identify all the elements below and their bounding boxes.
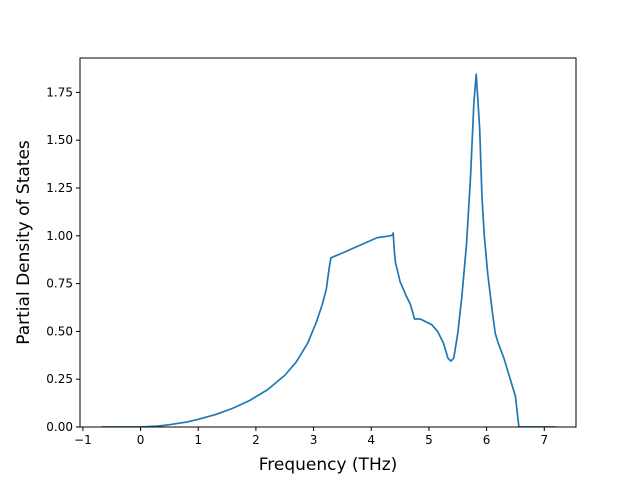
series-layer (101, 73, 556, 427)
x-tick-label: 4 (367, 433, 375, 447)
y-tick-label: 0.75 (46, 277, 73, 291)
x-tick-label: 3 (310, 433, 318, 447)
plot-area-frame (79, 57, 577, 428)
y-axis-ticks: 0.00 0.25 0.50 0.75 1.00 1.25 1.50 1.75 (46, 85, 80, 434)
y-tick-label: 1.50 (46, 133, 73, 147)
x-tick-label: 1 (194, 433, 202, 447)
y-tick-label: 0.25 (46, 372, 73, 386)
pdos-series-line (101, 73, 556, 427)
x-tick-label: 7 (540, 433, 548, 447)
x-axis-label: Frequency (THz) (259, 455, 398, 475)
x-tick-label: −1 (74, 433, 92, 447)
y-tick-label: 1.00 (46, 229, 73, 243)
y-tick-label: 0.00 (46, 420, 73, 434)
y-axis-label: Partial Density of States (14, 140, 34, 345)
x-tick-label: 2 (252, 433, 260, 447)
x-tick-label: 5 (425, 433, 433, 447)
x-axis-ticks: −1 0 1 2 3 4 5 6 7 (74, 427, 548, 447)
y-tick-label: 1.75 (46, 85, 73, 99)
x-tick-label: 6 (483, 433, 491, 447)
x-tick-label: 0 (137, 433, 145, 447)
y-tick-label: 0.50 (46, 324, 73, 338)
y-tick-label: 1.25 (46, 181, 73, 195)
